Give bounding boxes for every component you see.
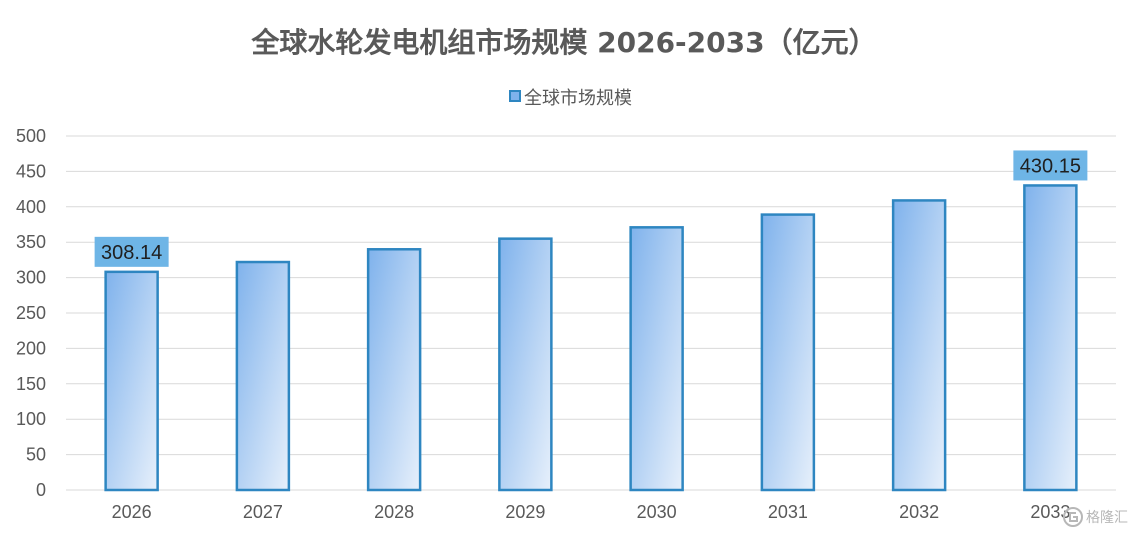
watermark-text: 格隆汇 <box>1086 510 1128 526</box>
data-label: 430.15 <box>1013 150 1088 181</box>
bar-2032 <box>891 199 947 492</box>
x-tick-label: 2026 <box>112 502 152 522</box>
x-tick-label: 2028 <box>374 502 414 522</box>
bar-2027 <box>235 260 291 492</box>
y-tick-label: 0 <box>36 480 46 500</box>
x-tick-label: 2029 <box>505 502 545 522</box>
gridlines <box>66 135 1116 491</box>
x-tick-label: 2033 <box>1030 502 1070 522</box>
legend: 全球市场规模 <box>509 88 632 109</box>
y-tick-label: 400 <box>16 197 46 217</box>
bar-2029 <box>498 237 553 492</box>
y-tick-label: 500 <box>16 126 46 146</box>
bar-2028 <box>366 248 422 492</box>
bar-2031 <box>760 213 816 492</box>
data-label-box <box>1013 150 1088 181</box>
y-tick-label: 300 <box>16 268 46 288</box>
bar-2033 <box>1023 184 1078 492</box>
x-tick-label: 2032 <box>899 502 939 522</box>
data-labels: 308.14 430.15 <box>94 150 1088 267</box>
y-axis-ticks: 0 50 100 150 200 250 300 350 400 450 500 <box>16 126 46 500</box>
data-label: 308.14 <box>94 236 169 267</box>
bars <box>104 184 1078 492</box>
legend-label: 全球市场规模 <box>524 88 632 109</box>
data-label-box <box>94 236 169 267</box>
x-tick-label: 2030 <box>637 502 677 522</box>
legend-swatch <box>509 90 521 102</box>
y-tick-label: 200 <box>16 338 46 358</box>
y-tick-label: 350 <box>16 232 46 252</box>
chart-title: 全球水轮发电机组市场规模 2026-2033（亿元） <box>250 26 876 59</box>
gelonghui-logo-icon <box>1063 507 1083 527</box>
y-tick-label: 100 <box>16 409 46 429</box>
watermark: 格隆汇 <box>1063 507 1128 527</box>
x-tick-label: 2031 <box>768 502 808 522</box>
y-tick-label: 250 <box>16 303 46 323</box>
y-tick-label: 150 <box>16 374 46 394</box>
x-axis-ticks: 2026 2027 2028 2029 2030 2031 2032 2033 <box>112 502 1071 522</box>
data-label-value: 430.15 <box>1020 155 1081 177</box>
y-tick-label: 450 <box>16 161 46 181</box>
data-label-value: 308.14 <box>101 242 162 264</box>
bar-2026 <box>104 270 159 492</box>
x-tick-label: 2027 <box>243 502 283 522</box>
y-tick-label: 50 <box>26 445 46 465</box>
bar-2030 <box>629 226 684 492</box>
